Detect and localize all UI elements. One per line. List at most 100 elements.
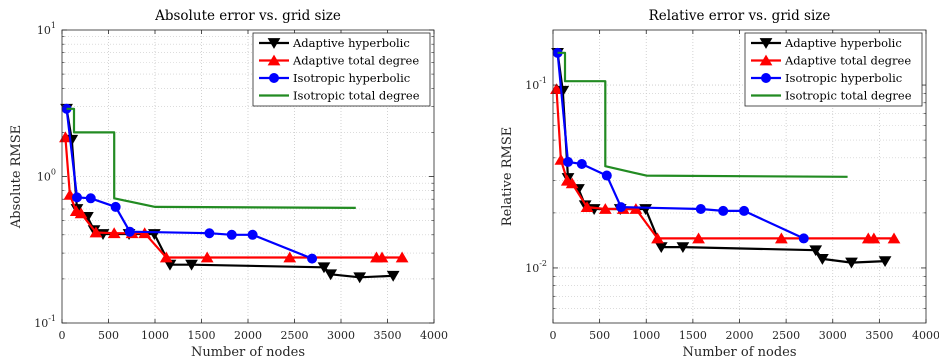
x-axis-label: Number of nodes (191, 345, 305, 360)
data-point (809, 245, 823, 257)
data-point (692, 232, 705, 244)
x-tick-label: 1000 (141, 329, 169, 342)
x-tick-label: 500 (589, 329, 610, 342)
legend-label: Isotropic hyperbolic (293, 71, 410, 85)
x-tick-label: 1500 (188, 329, 216, 342)
data-point (107, 227, 121, 239)
legend-label: Isotropic hyperbolic (785, 71, 902, 85)
data-point (598, 203, 612, 214)
x-tick-label: 2000 (726, 329, 754, 342)
data-point (651, 232, 664, 244)
data-point (565, 177, 579, 189)
legend-box (252, 32, 431, 107)
x-tick-label: 2500 (281, 329, 309, 342)
x-tick-label: 500 (98, 329, 119, 342)
y-tick-label: 101 (37, 21, 56, 37)
data-point (110, 201, 121, 212)
legend-label: Adaptive total degree (784, 54, 911, 68)
data-point (71, 192, 82, 203)
legend-box (744, 32, 923, 107)
chart-title: Relative error vs. grid size (649, 8, 831, 24)
legend-item: Isotropic hyperbolic (259, 71, 410, 85)
series-isotropic-hyperbolic (552, 47, 809, 244)
data-point (563, 156, 574, 167)
data-point (124, 226, 135, 237)
data-point (307, 253, 318, 264)
x-tick-label: 3000 (819, 329, 847, 342)
legend-item: Adaptive total degree (259, 54, 419, 68)
legend-marker (269, 73, 279, 83)
data-point (845, 257, 858, 269)
legend-marker (759, 54, 773, 66)
legend-item: Isotropic hyperbolic (751, 71, 902, 85)
data-point (74, 207, 88, 219)
legend-item: Adaptive hyperbolic (751, 36, 902, 50)
x-tick-label: 0 (550, 329, 557, 342)
y-tick-label: 10-2 (525, 259, 547, 275)
series-isotropic-hyperbolic (61, 103, 318, 264)
data-point (887, 232, 901, 244)
data-point (395, 251, 409, 263)
x-tick-label: 2000 (234, 329, 262, 342)
y-tick-label: 100 (37, 168, 56, 184)
data-point (283, 251, 297, 263)
legend-marker (267, 54, 281, 66)
legend-item: Isotropic total degree (259, 89, 420, 103)
data-point (878, 256, 892, 268)
legend-marker (759, 38, 773, 49)
x-tick-label: 0 (59, 329, 66, 342)
x-tick-label: 1500 (679, 329, 707, 342)
data-point (615, 202, 626, 213)
legend-item: Adaptive hyperbolic (259, 36, 410, 50)
legend-marker (761, 73, 771, 83)
chart-panel-1: 0 500 1000 1500 2000 2500 3000 3500 4000 10-1 100 1… (9, 8, 448, 360)
series-isotropic-total-degree (66, 107, 356, 209)
chart-panel-2: 0 500 1000 1500 2000 2500 3000 3500 4000 10-2 10-1… (500, 8, 939, 360)
y-axis-label: Absolute RMSE (9, 125, 24, 229)
data-point (580, 201, 594, 213)
data-point (629, 203, 643, 214)
legend-item: Isotropic total degree (751, 89, 912, 103)
data-point (774, 232, 788, 244)
data-point (550, 83, 563, 95)
legend-label: Isotropic total degree (293, 89, 420, 103)
y-axis-label: Relative RMSE (500, 127, 515, 226)
data-point (676, 242, 690, 254)
data-point (718, 205, 729, 216)
x-tick-label: 4000 (420, 329, 448, 342)
legend-marker (267, 38, 281, 49)
series-adaptive-total-degree (59, 131, 409, 263)
x-tick-label: 4000 (912, 329, 939, 342)
data-point (317, 262, 331, 274)
data-point (695, 204, 706, 215)
series-isotropic-total-degree (557, 51, 848, 178)
data-point (353, 272, 367, 284)
y-tick-label: 10-1 (34, 314, 56, 330)
x-axis-label: Number of nodes (682, 345, 796, 360)
data-point (247, 229, 258, 240)
legend-label: Adaptive hyperbolic (292, 36, 410, 50)
data-point (85, 193, 96, 204)
data-point (576, 159, 587, 170)
x-tick-label: 3500 (865, 329, 893, 342)
data-point (200, 251, 214, 263)
x-tick-label: 3000 (327, 329, 355, 342)
data-point (59, 131, 72, 143)
data-point (185, 259, 198, 271)
data-point (204, 228, 215, 239)
x-tick-label: 3500 (374, 329, 402, 342)
data-point (798, 233, 809, 244)
chart-title: Absolute error vs. grid size (154, 8, 341, 24)
data-point (89, 226, 103, 238)
legend: Adaptive hyperbolic Adaptive total degree… (252, 32, 431, 107)
data-point (739, 205, 750, 216)
x-tick-label: 2500 (772, 329, 800, 342)
legend-item: Adaptive total degree (751, 54, 911, 68)
x-tick-label: 1000 (632, 329, 660, 342)
legend-label: Adaptive total degree (292, 54, 419, 68)
data-point (159, 251, 173, 263)
data-point (386, 270, 400, 282)
data-point (816, 254, 829, 265)
legend: Adaptive hyperbolic Adaptive total degree… (744, 32, 923, 107)
